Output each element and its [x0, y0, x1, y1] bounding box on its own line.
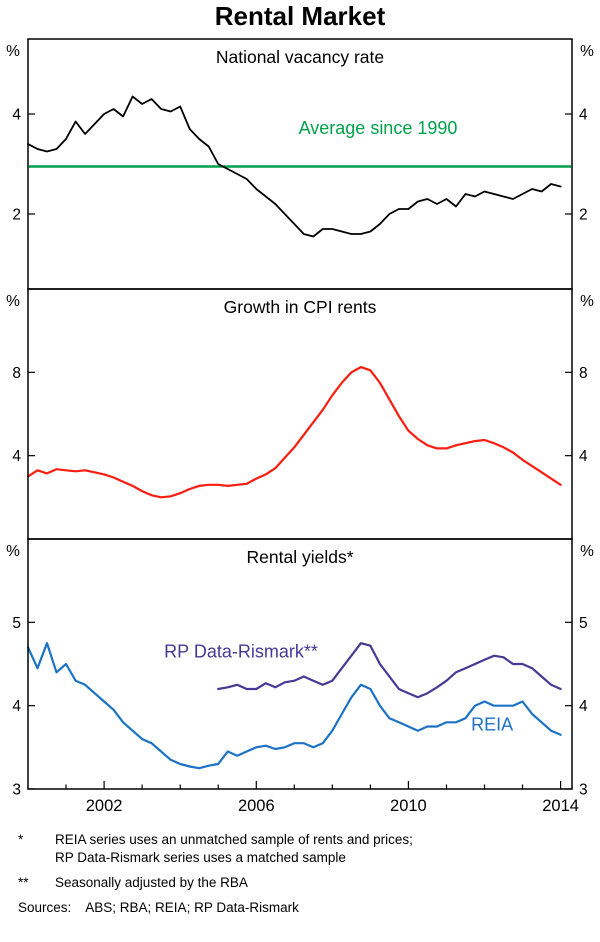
chart-title: Rental Market: [214, 1, 386, 31]
panel-title: National vacancy rate: [216, 47, 384, 67]
series-annotation: RP Data-Rismark**: [164, 641, 318, 661]
y-axis-unit-right: %: [580, 43, 594, 60]
y-axis-unit-right: %: [580, 293, 594, 310]
y-tick-label-right: 5: [579, 614, 588, 631]
panel-0: National vacancy rate% % 2 2 4 4 Average since…: [6, 37, 594, 290]
footnote-2-text: Seasonally adjusted by the RBA: [55, 875, 248, 891]
y-tick-label-left: 2: [12, 206, 21, 223]
series-cpi-rents-growth: [26, 365, 562, 498]
x-tick-label: 2014: [542, 797, 579, 815]
y-tick-label-right: 4: [579, 106, 588, 123]
sources-text: ABS; RBA; REIA; RP Data-Rismark: [85, 900, 299, 916]
footnote-1-text: REIA series uses an unmatched sample of …: [55, 831, 413, 865]
panel-frame: [27, 37, 573, 290]
footnotes: * REIA series uses an unmatched sample o…: [0, 821, 600, 918]
series-reia: [26, 641, 562, 769]
panel-frame: [27, 537, 573, 790]
y-tick-label-right: 4: [579, 448, 588, 465]
y-tick-label-right: 3: [579, 781, 588, 798]
panel-2: Rental yields*% % 3 3 4 4 5 5 RP Data-Rismark** R…: [6, 537, 594, 815]
y-tick-label-left: 4: [12, 106, 21, 123]
chart-svg: National vacancy rate% % 2 2 4 4 Average since…: [6, 37, 594, 815]
series-rp-data-rismark: [217, 641, 562, 698]
y-tick-label-left: 4: [12, 698, 21, 715]
y-axis-unit-left: %: [6, 543, 20, 560]
y-axis-unit-left: %: [6, 293, 20, 310]
footnote-1: * REIA series uses an unmatched sample o…: [18, 831, 574, 867]
panel-title: Growth in CPI rents: [224, 297, 377, 317]
panel-frame: [27, 287, 573, 540]
series-annotation: Average since 1990: [299, 118, 458, 138]
y-tick-label-right: 4: [579, 698, 588, 715]
y-tick-label-left: 4: [12, 448, 21, 465]
sources-label: Sources:: [18, 900, 72, 916]
y-axis-unit-right: %: [580, 543, 594, 560]
y-tick-label-right: 2: [579, 206, 588, 223]
y-tick-label-right: 8: [579, 364, 588, 381]
sources-line: Sources: ABS; RBA; REIA; RP Data-Rismark: [18, 899, 574, 917]
x-tick-label: 2010: [390, 797, 427, 815]
x-tick-label: 2002: [86, 797, 123, 815]
x-tick-label: 2006: [238, 797, 275, 815]
series-vacancy-rate: [27, 95, 562, 237]
footnote-2-marker: **: [18, 875, 29, 891]
series-annotation: REIA: [471, 714, 513, 734]
y-tick-label-left: 8: [12, 364, 21, 381]
y-tick-label-left: 5: [12, 614, 21, 631]
footnote-1-marker: *: [18, 831, 24, 847]
y-axis-unit-left: %: [6, 43, 20, 60]
panel-title: Rental yields*: [247, 547, 354, 567]
panel-1: Growth in CPI rents% % 4 4 8 8: [6, 287, 594, 540]
y-tick-label-left: 3: [12, 781, 21, 798]
footnote-2: ** Seasonally adjusted by the RBA: [18, 874, 574, 892]
